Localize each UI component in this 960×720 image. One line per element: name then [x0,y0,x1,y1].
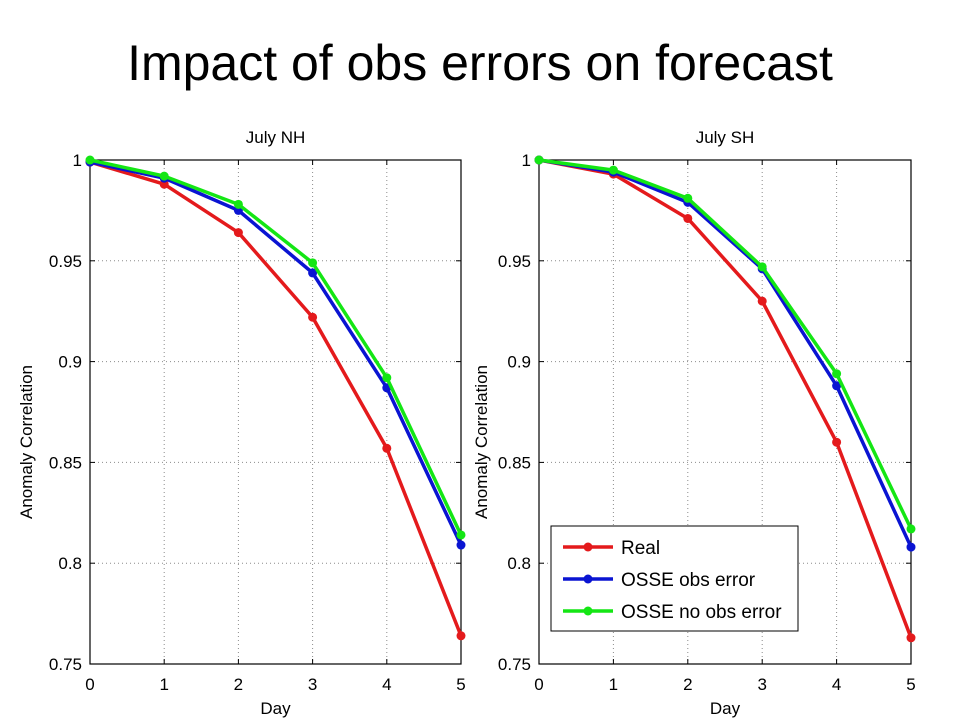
x-tick-label: 4 [382,675,391,694]
axes-frame [89,159,462,665]
data-point [906,633,916,643]
y-tick-label: 1 [522,151,531,170]
x-tick-label: 1 [159,675,168,694]
x-tick-label: 1 [609,675,618,694]
data-point [757,296,767,306]
x-tick-label: 5 [906,675,915,694]
x-tick-label: 0 [534,675,543,694]
data-point [832,369,842,379]
data-point [382,373,392,383]
y-tick-label: 0.95 [498,252,531,271]
y-tick-label: 0.9 [507,353,531,372]
legend-swatch-marker [583,542,593,552]
y-tick-label: 0.9 [58,353,82,372]
data-point [906,524,916,534]
chart-july-nh: 0 1 2 3 4 5 0.75 0.8 0.85 0.9 0.95 1 July NH Day Anoma… [17,128,466,718]
data-point [683,193,693,203]
data-point [906,542,916,552]
x-tick-label: 3 [757,675,766,694]
data-point [308,312,318,322]
data-point [456,631,466,641]
series-line [89,158,463,536]
data-point [534,155,544,165]
y-tick-label: 0.8 [507,554,531,573]
x-tick-label: 3 [308,675,317,694]
legend-label: OSSE no obs error [621,602,782,623]
y-axis-label: Anomaly Correlation [472,365,491,519]
data-point [456,540,466,550]
chart-july-sh: 0 1 2 3 4 5 0.75 0.8 0.85 0.9 0.95 1 July SH Day Anoma… [472,128,916,718]
x-tick-label: 0 [85,675,94,694]
series-line [538,158,913,530]
legend: Real OSSE obs error OSSE no obs error [550,525,799,632]
series-line [89,160,463,637]
y-tick-label: 0.85 [498,453,531,472]
legend-swatch-marker [583,606,593,616]
legend-label: OSSE obs error [621,570,756,591]
data-point [608,165,618,175]
y-tick-label: 0.75 [498,655,531,674]
data-point [233,199,243,209]
data-point [85,155,95,165]
y-tick-label: 0.95 [49,252,82,271]
data-point [233,228,243,238]
x-tick-label: 4 [832,675,841,694]
data-point [832,437,842,447]
y-axis-label: Anomaly Correlation [17,365,36,519]
data-point [683,213,693,223]
slide-title: Impact of obs errors on forecast [127,35,833,91]
chart-title: July NH [246,128,306,147]
y-tick-label: 0.75 [49,655,82,674]
series-osse-no-obs-error [534,155,916,534]
data-point [456,530,466,540]
data-point [832,381,842,391]
data-point [308,258,318,268]
axes-frame [538,159,912,665]
data-point [308,268,318,278]
x-axis-label: Day [710,699,741,718]
x-tick-label: 2 [234,675,243,694]
data-point [159,171,169,181]
legend-swatch-marker [583,574,593,584]
data-point [757,262,767,272]
y-tick-label: 0.8 [58,554,82,573]
y-tick-label: 1 [73,151,82,170]
series-osse-no-obs-error [85,155,466,540]
legend-box [550,525,799,632]
data-point [382,443,392,453]
x-tick-label: 2 [683,675,692,694]
x-axis-label: Day [260,699,291,718]
y-tick-label: 0.85 [49,453,82,472]
x-tick-label: 5 [456,675,465,694]
legend-label: Real [621,538,660,559]
chart-title: July SH [696,128,755,147]
series-line [89,160,463,546]
